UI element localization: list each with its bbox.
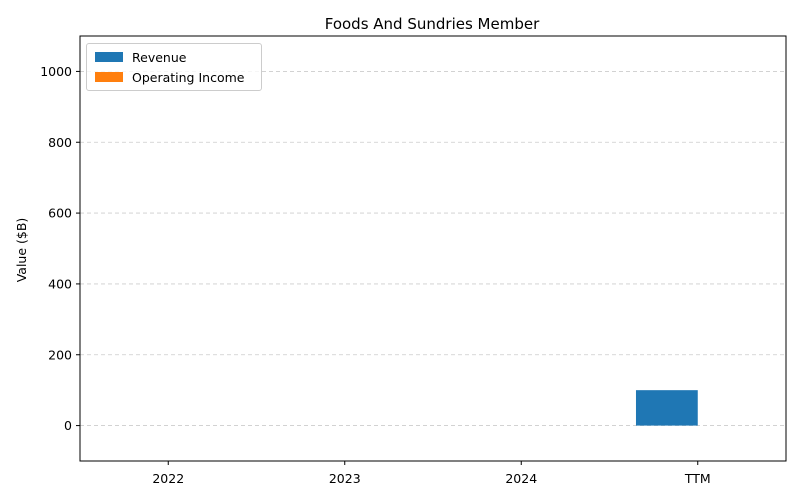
y-tick-label: 200 [48,347,72,362]
y-tick-label: 400 [48,276,72,291]
legend: Revenue Operating Income [86,43,262,91]
y-tick-label: 800 [48,135,72,150]
legend-label-operating-income: Operating Income [132,69,245,85]
grid-lines [80,71,786,426]
y-tick-label: 600 [48,206,72,221]
plot-area [79,35,787,462]
x-tick-label: TTM [684,471,711,486]
bar-revenue-ttm [635,390,698,426]
legend-item-operating-income: Operating Income [95,69,244,85]
x-tick-label: 2024 [505,471,537,486]
chart-title: Foods And Sundries Member [325,15,540,33]
x-tick-label: 2023 [329,471,361,486]
y-axis-ticks: 0 200 400 600 800 1000 [40,64,80,433]
legend-swatch-revenue [95,52,123,62]
legend-label-revenue: Revenue [132,49,187,65]
x-axis-ticks: 2022 2023 2024 TTM [152,461,711,486]
y-axis-label: Value ($B) [14,218,29,283]
x-tick-label: 2022 [152,471,184,486]
legend-swatch-operating-income [95,72,123,82]
y-tick-label: 1000 [40,64,72,79]
bars [635,390,698,426]
legend-item-revenue: Revenue [95,49,186,65]
y-tick-label: 0 [64,418,72,433]
